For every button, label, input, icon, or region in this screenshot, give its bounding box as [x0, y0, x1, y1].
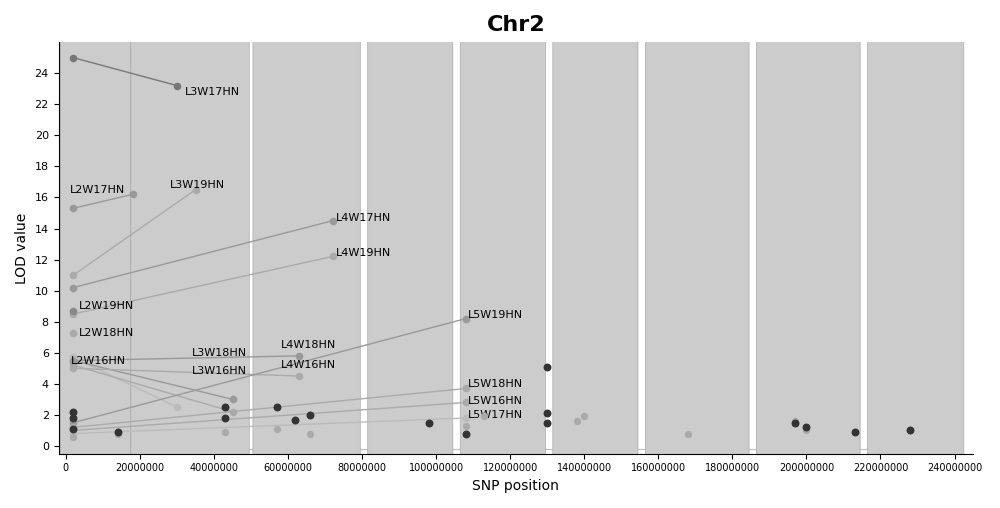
Point — [225, 408, 241, 416]
Text: L3W19HN: L3W19HN — [170, 180, 225, 190]
Point — [65, 283, 81, 292]
Point — [291, 352, 307, 360]
Text: L2W18HN: L2W18HN — [79, 328, 134, 338]
Point — [65, 361, 81, 369]
Point — [458, 429, 474, 437]
Point — [287, 416, 303, 424]
Point — [65, 204, 81, 212]
Point — [65, 429, 81, 437]
Point — [65, 414, 81, 422]
Point — [291, 372, 307, 380]
Point — [539, 409, 555, 418]
FancyBboxPatch shape — [253, 0, 360, 508]
FancyBboxPatch shape — [60, 0, 131, 508]
Point — [110, 428, 126, 436]
Point — [65, 423, 81, 431]
FancyBboxPatch shape — [868, 0, 964, 508]
X-axis label: SNP position: SNP position — [472, 479, 559, 493]
Point — [798, 423, 814, 431]
Point — [325, 252, 341, 261]
Point — [269, 425, 285, 433]
Point — [539, 363, 555, 371]
Point — [65, 354, 81, 362]
Point — [847, 428, 863, 436]
Point — [225, 395, 241, 403]
Point — [65, 307, 81, 315]
Text: L5W17HN: L5W17HN — [468, 410, 523, 420]
Point — [458, 414, 474, 422]
FancyBboxPatch shape — [131, 0, 249, 508]
Y-axis label: LOD value: LOD value — [15, 212, 29, 283]
FancyBboxPatch shape — [368, 0, 453, 508]
Text: L5W18HN: L5W18HN — [468, 379, 523, 389]
Point — [65, 364, 81, 372]
Point — [269, 403, 285, 411]
Point — [169, 82, 185, 90]
Point — [680, 429, 696, 437]
Text: L4W17HN: L4W17HN — [336, 213, 391, 223]
Point — [65, 425, 81, 433]
Point — [325, 217, 341, 225]
Point — [65, 408, 81, 416]
Text: L5W16HN: L5W16HN — [468, 396, 523, 406]
Text: L2W17HN: L2W17HN — [70, 185, 125, 195]
Point — [458, 385, 474, 393]
Point — [798, 426, 814, 434]
Text: L3W17HN: L3W17HN — [184, 87, 240, 97]
Point — [65, 426, 81, 434]
Point — [188, 185, 204, 194]
Point — [787, 417, 803, 425]
Point — [65, 53, 81, 61]
Text: L4W16HN: L4W16HN — [281, 360, 336, 370]
Point — [65, 357, 81, 365]
Text: L2W16HN: L2W16HN — [70, 356, 126, 366]
Text: L4W18HN: L4W18HN — [281, 340, 336, 350]
Text: L2W19HN: L2W19HN — [79, 301, 134, 311]
Point — [65, 329, 81, 337]
Point — [65, 433, 81, 441]
Text: L4W19HN: L4W19HN — [336, 248, 391, 259]
Text: L5W19HN: L5W19HN — [468, 310, 523, 321]
Point — [169, 403, 185, 411]
Point — [217, 428, 233, 436]
Point — [576, 412, 592, 421]
Point — [125, 190, 141, 199]
Point — [458, 398, 474, 406]
FancyBboxPatch shape — [460, 0, 545, 508]
Point — [65, 419, 81, 427]
Point — [110, 430, 126, 438]
FancyBboxPatch shape — [553, 0, 638, 508]
Title: Chr2: Chr2 — [486, 15, 545, 35]
Text: L3W18HN: L3W18HN — [192, 348, 247, 358]
Point — [65, 271, 81, 279]
FancyBboxPatch shape — [756, 0, 860, 508]
Point — [302, 411, 318, 419]
Point — [458, 422, 474, 430]
Point — [217, 414, 233, 422]
Point — [302, 429, 318, 437]
Point — [902, 426, 918, 434]
FancyBboxPatch shape — [645, 0, 749, 508]
Point — [787, 419, 803, 427]
Point — [65, 357, 81, 365]
Point — [421, 419, 437, 427]
Point — [539, 419, 555, 427]
Point — [65, 310, 81, 318]
Point — [217, 403, 233, 411]
Point — [458, 314, 474, 323]
Point — [476, 412, 492, 421]
Point — [569, 417, 585, 425]
Text: L3W16HN: L3W16HN — [192, 366, 247, 376]
